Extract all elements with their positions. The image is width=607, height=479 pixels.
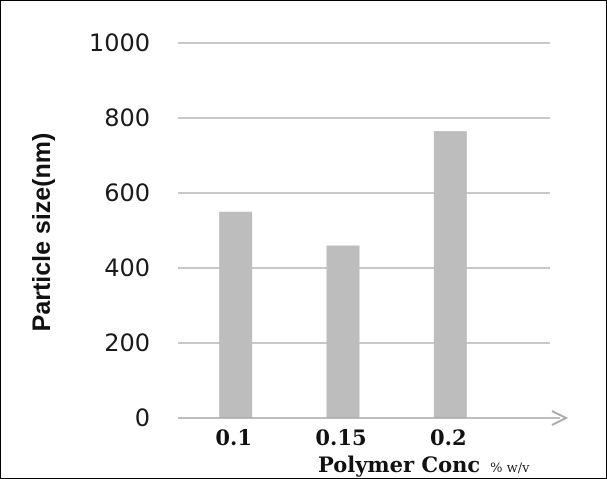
y-axis-label: Particle size(nm): [28, 133, 56, 332]
bar-0.2: [433, 131, 467, 418]
y-tick-label: 800: [104, 104, 150, 132]
x-tick-label: 0.2: [430, 425, 467, 450]
y-tick-label: 0: [135, 404, 150, 432]
x-axis-arrow: [551, 410, 569, 426]
y-tick-label: 1000: [89, 29, 150, 57]
x-tick-label: 0.15: [315, 425, 366, 450]
y-tick-label: 600: [104, 179, 150, 207]
bars: [219, 131, 467, 418]
bar-0.1: [219, 211, 253, 418]
x-tick-labels: 0.1 0.15 0.2: [215, 425, 466, 450]
y-tick-labels: 0 200 400 600 800 1000: [89, 29, 150, 432]
x-axis-title: Polymer Conc % w/v: [318, 452, 530, 477]
x-tick-label: 0.1: [215, 425, 252, 450]
bar-0.15: [326, 245, 360, 418]
x-axis-unit: % w/v: [490, 461, 530, 476]
y-tick-label: 400: [104, 254, 150, 282]
y-tick-label: 200: [104, 329, 150, 357]
x-axis-label: Polymer Conc: [318, 452, 480, 477]
